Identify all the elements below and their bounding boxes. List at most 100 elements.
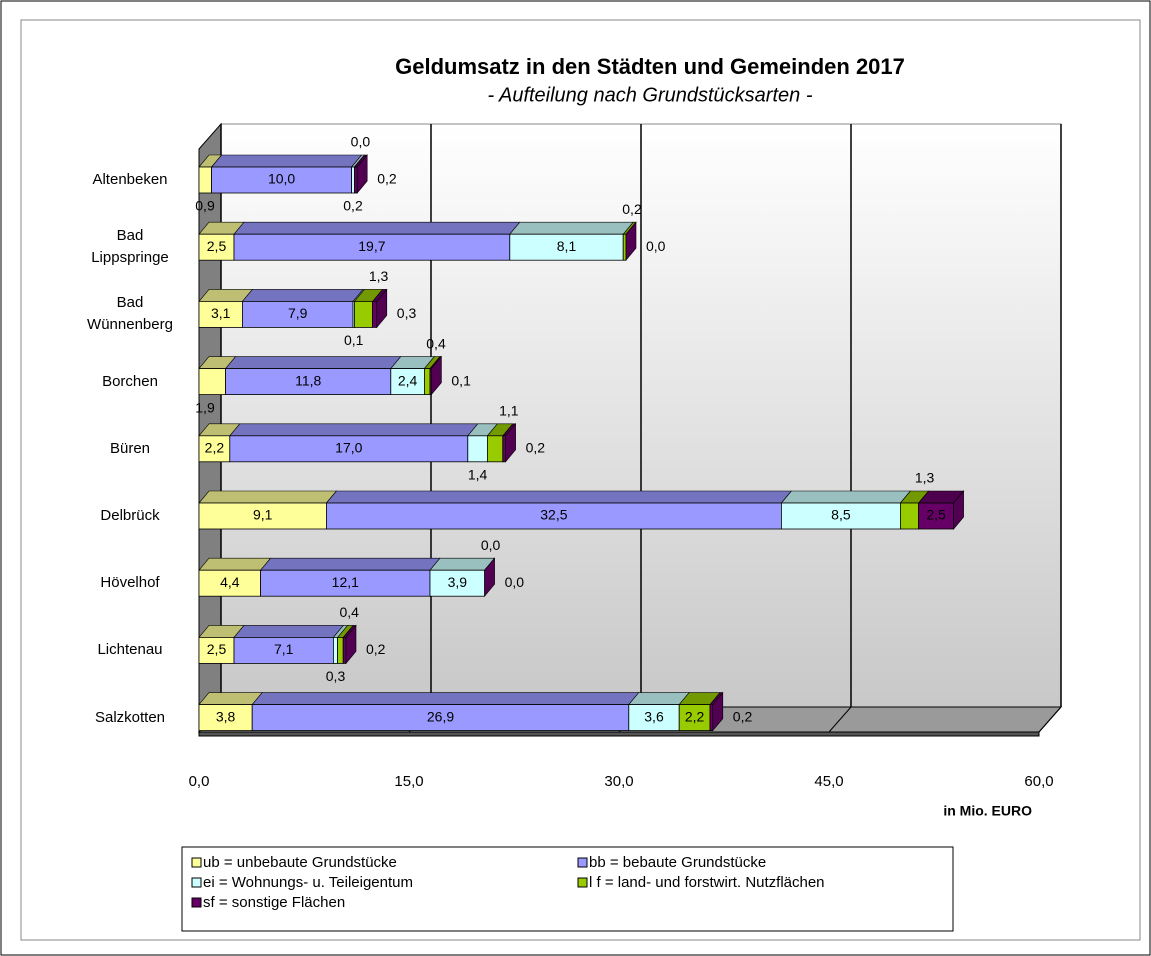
bar xyxy=(198,435,231,463)
bar xyxy=(198,368,227,396)
bar xyxy=(467,435,488,463)
bar-end xyxy=(431,355,442,396)
legend-swatch xyxy=(191,857,202,868)
legend-label: l f = land- und forstwirt. Nutzflächen xyxy=(589,874,825,891)
bar xyxy=(337,637,344,664)
data-label: 12,1 xyxy=(332,574,359,590)
floor-front xyxy=(198,731,1040,737)
bar xyxy=(198,233,235,261)
bar xyxy=(390,368,425,396)
bar xyxy=(429,569,485,597)
legend-swatch xyxy=(577,857,588,868)
chart-title: Geldumsatz in den Städten und Gemeinden … xyxy=(395,54,905,79)
data-label: 0,2 xyxy=(377,171,397,187)
bar xyxy=(225,368,392,396)
data-label: 2,4 xyxy=(398,372,418,388)
bar-top xyxy=(509,221,634,235)
data-label: 2,2 xyxy=(685,708,705,724)
bar-top xyxy=(233,221,521,235)
bar-end xyxy=(484,557,495,598)
bar-top xyxy=(233,625,345,638)
floor-grid-line xyxy=(828,706,852,733)
bar xyxy=(198,300,243,328)
bar xyxy=(198,502,327,530)
data-label: 0,2 xyxy=(733,708,753,724)
bar xyxy=(622,233,627,261)
y-tick-label: Borchen xyxy=(102,372,158,390)
y-tick-label: Delbrück xyxy=(100,507,160,524)
legend-swatch xyxy=(577,877,588,888)
bar xyxy=(372,300,378,328)
data-label: 0,2 xyxy=(343,198,363,214)
data-label: 1,3 xyxy=(369,268,389,284)
data-label: 11,8 xyxy=(295,372,321,388)
data-label: 1,1 xyxy=(499,403,519,419)
data-label: 2,5 xyxy=(926,507,946,523)
legend-swatch xyxy=(191,897,202,908)
bar xyxy=(353,166,358,194)
data-label: 32,5 xyxy=(540,507,567,523)
floor-grid-line xyxy=(1038,706,1062,733)
bar-end xyxy=(953,490,964,530)
data-label: 26,9 xyxy=(427,708,454,724)
bar xyxy=(342,637,347,664)
chart-subtitle: - Aufteilung nach Grundstücksarten - xyxy=(488,84,813,106)
data-label: 0,0 xyxy=(481,537,501,553)
data-label: 19,7 xyxy=(358,238,385,254)
data-label: 1,3 xyxy=(915,470,935,486)
bar-top xyxy=(429,557,496,571)
data-label: 1,9 xyxy=(195,399,215,415)
data-label: 9,1 xyxy=(253,507,273,523)
data-label: 0,2 xyxy=(366,641,386,657)
data-label: 10,0 xyxy=(268,171,295,187)
bar xyxy=(353,300,373,328)
data-label: 3,1 xyxy=(211,305,231,321)
legend-label: ei = Wohnungs- u. Teileigentum xyxy=(203,874,413,891)
bar xyxy=(628,704,680,731)
bar-top xyxy=(628,692,690,705)
bar xyxy=(229,435,469,463)
bar-top xyxy=(198,557,272,571)
bar xyxy=(198,166,212,194)
data-label: 0,0 xyxy=(505,574,525,590)
data-label: 8,1 xyxy=(557,238,577,254)
bar xyxy=(198,704,253,731)
legend-label: sf = sonstige Flächen xyxy=(203,894,345,911)
data-label: 0,1 xyxy=(451,372,471,388)
bar-end xyxy=(376,288,388,329)
bar xyxy=(351,166,355,194)
bar xyxy=(332,637,338,664)
data-label: 4,4 xyxy=(220,574,240,590)
bar-end xyxy=(712,691,724,732)
bar-top xyxy=(198,692,263,705)
data-label: 3,9 xyxy=(448,574,468,590)
y-tick-label: Salzkotten xyxy=(94,708,166,726)
data-label: 8,5 xyxy=(831,507,851,523)
bar-top xyxy=(229,423,479,437)
bar xyxy=(900,502,920,530)
data-label: 0,4 xyxy=(426,335,446,351)
bar xyxy=(325,502,782,530)
legend-swatch xyxy=(191,877,202,888)
x-tick-label: 15,0 xyxy=(394,773,423,790)
bar-top xyxy=(780,490,912,504)
bar-top xyxy=(210,154,363,168)
legend xyxy=(181,846,954,932)
bar-top xyxy=(251,692,640,705)
bar-top xyxy=(259,557,441,571)
data-label: 1,4 xyxy=(468,467,488,483)
data-label: 0,0 xyxy=(646,238,666,254)
legend-label: ub = unbebaute Grundstücke xyxy=(203,854,397,871)
bar xyxy=(251,704,630,731)
bar xyxy=(709,704,714,731)
data-label: 0,4 xyxy=(339,604,359,620)
x-tick-label: 0,0 xyxy=(189,773,210,790)
chart-border xyxy=(20,19,1141,941)
data-label: 0,1 xyxy=(344,332,364,348)
legend-label: bb = bebaute Grundstücke xyxy=(589,854,766,871)
data-label: 3,8 xyxy=(216,708,236,724)
data-label: 7,1 xyxy=(274,641,294,657)
